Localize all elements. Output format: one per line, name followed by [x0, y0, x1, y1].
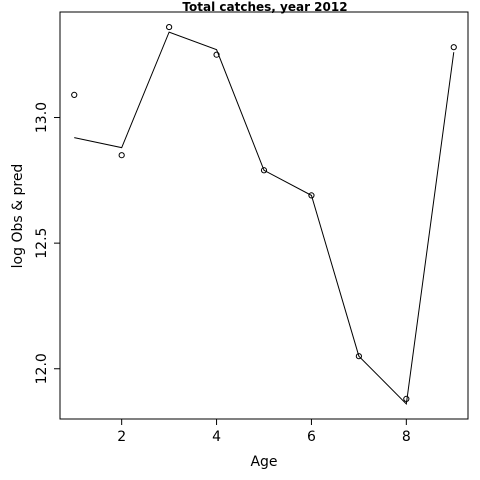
chart-title: Total catches, year 2012: [182, 0, 347, 14]
series-layer: [71, 23, 457, 405]
y-tick-label: 12.0: [34, 353, 50, 384]
observed-point: [450, 44, 457, 51]
observed-point: [213, 51, 220, 58]
observed-point: [260, 167, 268, 174]
observed-point: [355, 353, 362, 360]
observed-point: [118, 152, 125, 159]
y-axis: 12.0 12.5 13.0: [34, 102, 61, 384]
observed-point: [71, 91, 78, 99]
plot-box: [59, 11, 469, 420]
observed-point: [308, 192, 315, 199]
x-tick-label: 6: [307, 429, 316, 445]
x-tick-label: 8: [402, 429, 411, 445]
x-tick-label: 2: [117, 429, 126, 445]
y-tick-label: 13.0: [34, 102, 50, 133]
x-axis-label: Age: [250, 454, 277, 470]
x-axis: 2 4 6 8: [117, 418, 411, 445]
y-axis-label: log Obs & pred: [10, 164, 26, 269]
x-tick-label: 4: [212, 429, 221, 445]
y-tick-label: 12.5: [34, 228, 50, 259]
predicted-line: [74, 31, 455, 405]
observed-point: [166, 23, 173, 31]
